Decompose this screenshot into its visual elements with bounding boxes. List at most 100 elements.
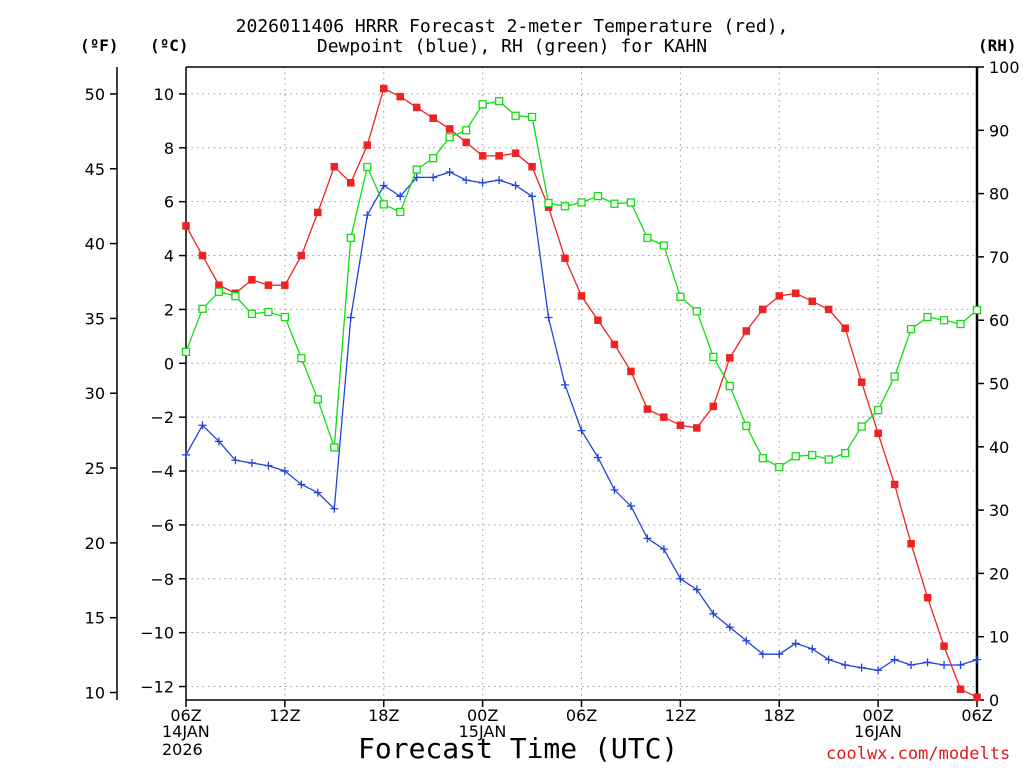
data-point-rh <box>709 352 718 362</box>
data-point-dewpoint <box>857 663 866 672</box>
data-point-temperature <box>528 162 536 171</box>
data-point-dewpoint <box>182 450 190 459</box>
fahrenheit-unit-label: (ºF) <box>80 36 119 55</box>
data-point-temperature <box>874 429 882 438</box>
x-axis-label: Forecast Time (UTC) <box>358 732 679 765</box>
celsius-tick-label: −2 <box>150 408 174 427</box>
x-tick-label: 00Z <box>467 706 498 725</box>
data-point-dewpoint <box>396 192 405 201</box>
data-point-rh <box>429 154 438 163</box>
data-point-dewpoint <box>758 650 767 659</box>
data-point-dewpoint <box>791 639 800 648</box>
data-point-rh <box>972 305 982 315</box>
date-label-line: 16JAN <box>854 722 902 741</box>
data-point-dewpoint <box>429 173 438 182</box>
chart-title: 2026011406 HRRR Forecast 2-meter Tempera… <box>235 16 789 37</box>
x-tick-label: 12Z <box>665 706 696 725</box>
x-tick-label: 18Z <box>368 706 399 725</box>
data-point-temperature <box>182 222 190 230</box>
x-tick-label: 06Z <box>961 706 992 725</box>
celsius-tick-label: 2 <box>164 300 174 319</box>
data-point-dewpoint <box>874 666 883 675</box>
celsius-tick-label: −4 <box>150 462 174 481</box>
fahrenheit-tick-label: 50 <box>85 85 105 104</box>
data-point-dewpoint <box>462 176 471 185</box>
data-point-dewpoint <box>330 504 339 513</box>
data-point-rh <box>560 202 570 211</box>
data-point-temperature <box>709 402 718 411</box>
data-point-rh <box>742 421 751 431</box>
data-point-rh <box>857 422 866 431</box>
data-point-temperature <box>808 297 816 306</box>
data-point-temperature <box>907 540 915 548</box>
data-point-dewpoint <box>247 458 256 467</box>
data-point-rh <box>824 455 833 464</box>
data-point-dewpoint <box>907 660 916 669</box>
date-label: 14JAN 2026 <box>162 723 210 759</box>
data-point-dewpoint <box>923 658 932 667</box>
data-point-dewpoint <box>577 426 586 435</box>
data-point-temperature <box>594 316 602 324</box>
rh-unit-label: (RH) <box>978 36 1017 55</box>
data-point-dewpoint <box>379 181 388 190</box>
celsius-unit-label: (ºC) <box>150 36 189 55</box>
data-point-rh <box>461 126 471 135</box>
fahrenheit-tick-label: 20 <box>85 534 105 553</box>
data-point-dewpoint <box>940 660 949 669</box>
data-point-dewpoint <box>709 609 718 618</box>
data-point-temperature <box>248 276 256 284</box>
data-point-rh <box>313 395 322 404</box>
data-point-dewpoint <box>808 644 817 653</box>
data-point-rh <box>906 324 916 334</box>
data-point-temperature <box>314 208 322 217</box>
data-point-rh <box>676 292 685 301</box>
data-point-rh <box>626 198 636 207</box>
data-point-temperature <box>742 327 751 335</box>
data-point-dewpoint <box>313 488 322 497</box>
data-point-rh <box>478 100 487 109</box>
series-rh <box>181 97 982 472</box>
data-point-rh <box>445 133 454 142</box>
data-point-rh <box>923 312 932 322</box>
data-point-rh <box>758 454 767 463</box>
x-tick-label: 12Z <box>269 706 300 725</box>
data-point-rh <box>593 191 603 201</box>
celsius-tick-label: 0 <box>164 354 174 373</box>
series-2-meter-temperature <box>182 84 981 702</box>
rh-tick-label: 90 <box>989 121 1009 140</box>
data-point-rh <box>692 307 702 316</box>
data-point-dewpoint <box>643 534 652 543</box>
data-point-temperature <box>824 305 833 314</box>
data-point-temperature <box>923 593 932 602</box>
data-point-temperature <box>857 378 866 386</box>
data-point-rh <box>198 304 207 313</box>
data-point-temperature <box>759 305 767 314</box>
data-series <box>181 84 982 702</box>
data-point-dewpoint <box>973 655 981 664</box>
data-point-temperature <box>660 413 668 421</box>
data-point-dewpoint <box>478 178 487 187</box>
data-point-dewpoint <box>593 453 602 462</box>
celsius-tick-label: −6 <box>150 516 174 535</box>
celsius-tick-label: 6 <box>164 193 174 212</box>
data-point-dewpoint <box>956 660 965 669</box>
data-point-temperature <box>940 642 948 650</box>
data-point-temperature <box>347 179 355 187</box>
celsius-tick-label: −12 <box>140 678 174 697</box>
data-point-dewpoint <box>231 456 240 465</box>
data-point-temperature <box>412 103 421 112</box>
data-point-temperature <box>726 354 734 362</box>
date-label: 16JAN <box>854 723 902 741</box>
data-point-temperature <box>445 125 454 133</box>
data-point-dewpoint <box>725 623 734 632</box>
data-point-temperature <box>330 162 339 171</box>
celsius-tick-label: 4 <box>164 247 174 266</box>
data-point-dewpoint <box>824 655 833 664</box>
data-point-rh <box>808 450 817 460</box>
chart-subtitle: Dewpoint (blue), RH (green) for KAHN <box>316 36 708 57</box>
data-point-rh <box>412 165 421 174</box>
data-point-rh <box>214 287 224 296</box>
rh-tick-label: 10 <box>989 628 1009 647</box>
celsius-tick-label: −10 <box>140 624 174 643</box>
